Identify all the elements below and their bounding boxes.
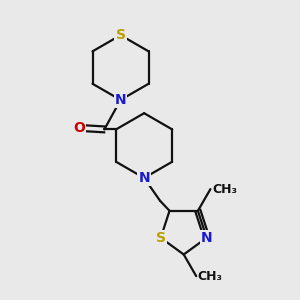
Text: N: N: [138, 171, 150, 185]
Text: S: S: [116, 28, 126, 42]
Text: O: O: [74, 121, 85, 135]
Text: N: N: [201, 231, 212, 245]
Text: S: S: [156, 231, 166, 245]
Text: CH₃: CH₃: [198, 270, 223, 283]
Text: CH₃: CH₃: [212, 183, 237, 196]
Text: N: N: [115, 93, 126, 107]
